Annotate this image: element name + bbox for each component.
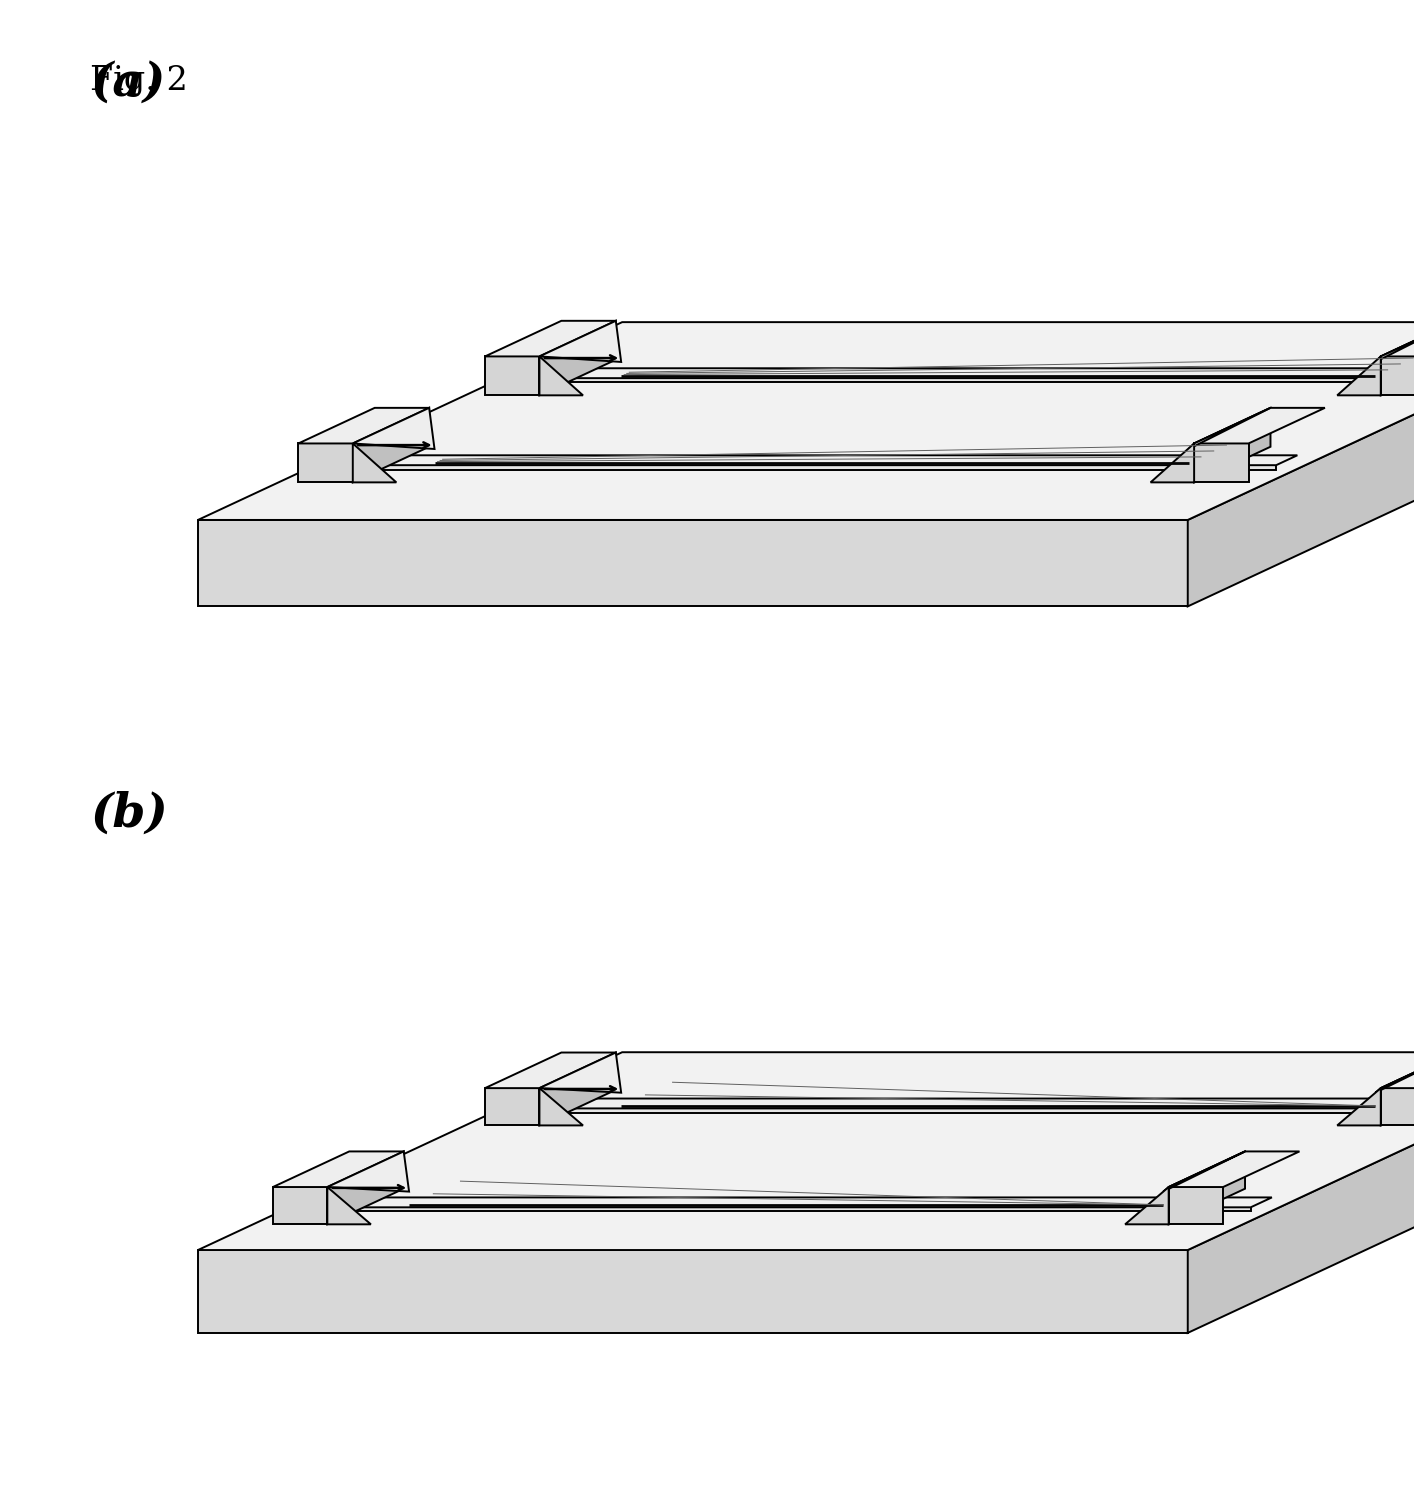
Polygon shape — [1193, 408, 1325, 443]
Polygon shape — [540, 1052, 617, 1126]
Polygon shape — [198, 323, 1414, 519]
Polygon shape — [1193, 408, 1270, 482]
Polygon shape — [1188, 1052, 1414, 1333]
Polygon shape — [1168, 1151, 1299, 1187]
Polygon shape — [512, 368, 1414, 378]
Polygon shape — [1380, 1052, 1414, 1126]
Polygon shape — [325, 465, 1275, 470]
Polygon shape — [1126, 1187, 1168, 1225]
Polygon shape — [273, 1151, 404, 1187]
Polygon shape — [298, 408, 430, 443]
Polygon shape — [354, 408, 430, 482]
Polygon shape — [354, 443, 396, 482]
Polygon shape — [485, 1052, 617, 1088]
Polygon shape — [301, 1198, 1273, 1207]
Polygon shape — [1338, 1088, 1380, 1126]
Polygon shape — [301, 1207, 1251, 1211]
Polygon shape — [540, 1088, 583, 1126]
Polygon shape — [1380, 356, 1414, 395]
Polygon shape — [198, 1052, 1414, 1250]
Polygon shape — [485, 321, 617, 356]
Polygon shape — [354, 408, 434, 449]
Polygon shape — [198, 519, 1188, 606]
Polygon shape — [485, 356, 540, 395]
Polygon shape — [512, 1099, 1414, 1108]
Text: Fig. 2: Fig. 2 — [90, 65, 188, 98]
Polygon shape — [540, 1052, 621, 1093]
Polygon shape — [298, 443, 354, 482]
Polygon shape — [1188, 323, 1414, 606]
Polygon shape — [512, 1108, 1414, 1112]
Polygon shape — [1338, 356, 1380, 395]
Polygon shape — [1380, 1052, 1414, 1088]
Polygon shape — [1376, 321, 1414, 362]
Polygon shape — [540, 356, 583, 395]
Polygon shape — [1168, 1187, 1223, 1225]
Polygon shape — [328, 1151, 404, 1225]
Polygon shape — [540, 321, 621, 362]
Polygon shape — [540, 321, 617, 395]
Polygon shape — [1380, 321, 1414, 356]
Polygon shape — [512, 378, 1414, 383]
Polygon shape — [1380, 321, 1414, 395]
Polygon shape — [198, 1250, 1188, 1333]
Polygon shape — [1151, 443, 1193, 482]
Polygon shape — [1164, 1151, 1244, 1192]
Polygon shape — [1168, 1151, 1244, 1225]
Text: (b): (b) — [90, 791, 168, 836]
Polygon shape — [328, 1187, 370, 1225]
Polygon shape — [485, 1088, 540, 1126]
Polygon shape — [325, 455, 1298, 465]
Polygon shape — [328, 1151, 409, 1192]
Text: (a): (a) — [90, 60, 165, 107]
Polygon shape — [1193, 443, 1249, 482]
Polygon shape — [1189, 408, 1270, 449]
Polygon shape — [1376, 1052, 1414, 1093]
Polygon shape — [273, 1187, 328, 1225]
Polygon shape — [1380, 1088, 1414, 1126]
